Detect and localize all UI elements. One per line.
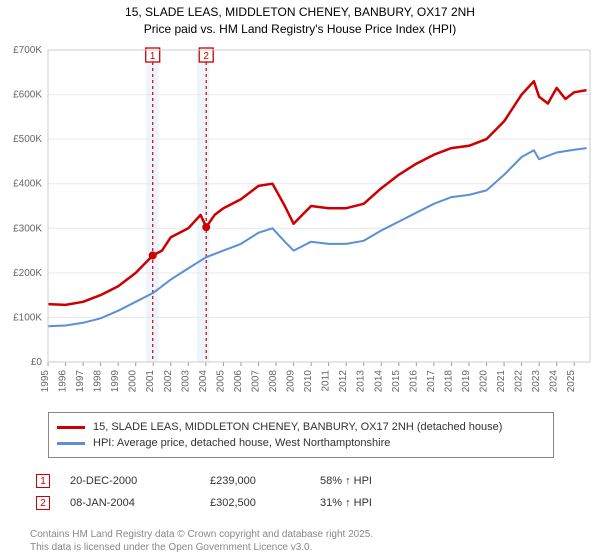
svg-text:2002: 2002 [163,370,174,393]
svg-text:1: 1 [150,51,156,62]
legend-swatch [57,426,85,429]
footer-line-1: Contains HM Land Registry data © Crown c… [30,528,373,541]
legend: 15, SLADE LEAS, MIDDLETON CHENEY, BANBUR… [48,412,554,458]
chart-container: 15, SLADE LEAS, MIDDLETON CHENEY, BANBUR… [0,0,600,560]
svg-text:£500K: £500K [13,134,42,145]
svg-text:1995: 1995 [40,370,51,393]
svg-text:2011: 2011 [321,370,332,392]
svg-text:2021: 2021 [496,370,507,393]
chart-title: 15, SLADE LEAS, MIDDLETON CHENEY, BANBUR… [0,0,600,40]
svg-text:2010: 2010 [303,370,314,393]
svg-text:2004: 2004 [198,370,209,393]
chart-area: £0 £100K £200K £300K £400K £500K £600K £700K 199… [0,42,600,402]
svg-text:2008: 2008 [268,370,279,393]
svg-text:£0: £0 [31,357,43,368]
sales-table: 1 20-DEC-2000£239,00058% ↑ HPI 2 08-JAN-200… [30,470,570,514]
svg-text:2025: 2025 [566,370,577,393]
svg-text:2000: 2000 [128,370,139,393]
svg-text:£400K: £400K [13,179,42,190]
svg-text:1996: 1996 [58,370,69,393]
svg-text:2003: 2003 [180,370,191,393]
svg-text:£300K: £300K [13,223,42,234]
legend-swatch [57,442,85,445]
sale-row: 1 20-DEC-2000£239,00058% ↑ HPI [30,470,570,492]
svg-text:2007: 2007 [250,370,261,393]
footer-attribution: Contains HM Land Registry data © Crown c… [30,528,373,554]
legend-item: HPI: Average price, detached house, West… [57,435,545,451]
svg-text:£200K: £200K [13,268,42,279]
svg-text:2022: 2022 [514,370,525,393]
svg-text:2005: 2005 [215,370,226,393]
title-line-2: Price paid vs. HM Land Registry's House … [0,21,600,38]
svg-text:2013: 2013 [356,370,367,393]
svg-text:2001: 2001 [145,370,156,393]
line-chart-svg: £0 £100K £200K £300K £400K £500K £600K £700K 199… [0,42,600,402]
svg-text:1997: 1997 [75,370,86,393]
svg-text:2019: 2019 [461,370,472,393]
legend-label: HPI: Average price, detached house, West… [93,437,390,449]
legend-item: 15, SLADE LEAS, MIDDLETON CHENEY, BANBUR… [57,419,545,435]
sale-row: 2 08-JAN-2004£302,50031% ↑ HPI [30,492,570,514]
svg-text:2016: 2016 [408,370,419,393]
svg-text:2020: 2020 [479,370,490,393]
svg-text:£100K: £100K [13,312,42,323]
svg-text:2024: 2024 [549,370,560,393]
sale-date: 08-JAN-2004 [70,497,210,509]
sale-hpi-delta: 58% ↑ HPI [320,475,440,487]
legend-label: 15, SLADE LEAS, MIDDLETON CHENEY, BANBUR… [93,421,502,433]
footer-line-2: This data is licensed under the Open Gov… [30,541,373,554]
svg-text:2012: 2012 [338,370,349,393]
svg-text:1998: 1998 [93,370,104,393]
svg-text:2023: 2023 [531,370,542,393]
sale-date: 20-DEC-2000 [70,475,210,487]
svg-text:£700K: £700K [13,45,42,56]
sale-marker: 1 [36,474,50,488]
svg-text:2015: 2015 [391,370,402,393]
sale-marker: 2 [36,496,50,510]
svg-text:2017: 2017 [426,370,437,393]
svg-text:2: 2 [203,51,209,62]
svg-text:£600K: £600K [13,90,42,101]
sale-price: £302,500 [210,497,320,509]
svg-text:2014: 2014 [373,370,384,393]
svg-text:2009: 2009 [286,370,297,393]
sale-price: £239,000 [210,475,320,487]
svg-text:2006: 2006 [233,370,244,393]
svg-text:1999: 1999 [110,370,121,393]
svg-text:2018: 2018 [443,370,454,393]
sale-hpi-delta: 31% ↑ HPI [320,497,440,509]
title-line-1: 15, SLADE LEAS, MIDDLETON CHENEY, BANBUR… [0,4,600,21]
